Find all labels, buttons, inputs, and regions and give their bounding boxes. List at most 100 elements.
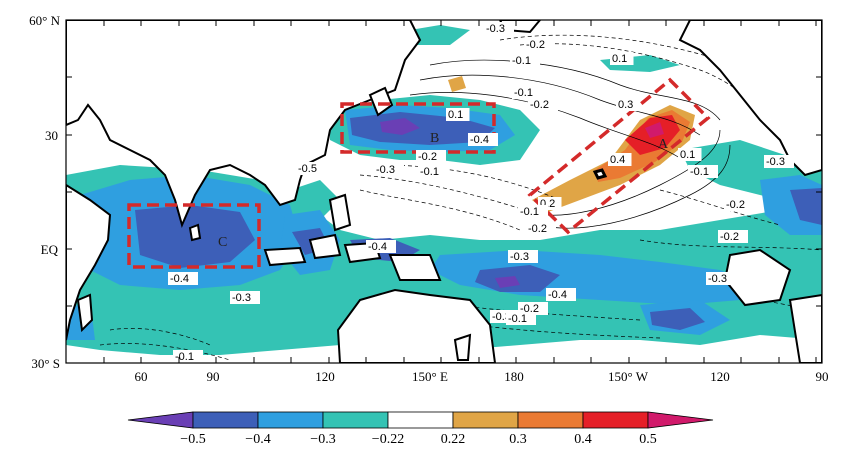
colorbar-swatch — [322, 411, 389, 429]
colorbar — [127, 411, 714, 429]
contour-label-background — [512, 86, 542, 99]
contour-label-background — [510, 54, 540, 67]
colorbar-swatch — [387, 411, 454, 429]
contour-label: -0.1 — [175, 351, 194, 363]
colorbar-label: −0.22 — [372, 432, 404, 447]
contour-label-background — [173, 350, 203, 363]
contour-label: 0.1 — [612, 53, 627, 65]
contour-label-background — [518, 205, 548, 218]
contour-label: -0.1 — [420, 166, 439, 178]
contour-label: -0.1 — [690, 166, 709, 178]
lat-labels: 60° N 30 EQ 30° S — [29, 13, 60, 371]
contour-label-background — [484, 22, 514, 35]
contour-labels: -0.3 -0.2 -0.1 0.1 -0.1 -0.2 0.1 0.3 0.4 0.1 -0.4 -… — [168, 22, 794, 363]
lon-label: 120 — [315, 369, 335, 384]
contour-label-background — [678, 148, 702, 161]
contour-label-background — [706, 272, 736, 285]
map-panel: A B C -0.3 -0.2 -0.1 0.1 -0.1 -0.2 0.1 0.3 0.4 0.… — [66, 20, 822, 363]
contour-label: -0.1 — [520, 206, 539, 218]
colorbar-swatch — [582, 411, 649, 429]
colorbar-swatch — [647, 411, 714, 429]
colorbar-label: 0.22 — [441, 432, 466, 447]
colorbar-swatch — [452, 411, 519, 429]
lon-label: 90 — [207, 369, 220, 384]
contour-label: -0.2 — [528, 223, 547, 235]
contour-label-background — [546, 288, 576, 301]
colorbar-labels: −0.5 −0.4 −0.3 −0.22 0.22 0.3 0.4 0.5 — [180, 432, 656, 447]
contour-label: -0.1 — [512, 55, 531, 67]
colorbar-label: −0.3 — [310, 432, 335, 447]
contour-label: -0.5 — [298, 163, 317, 175]
lon-label: 120 — [710, 369, 730, 384]
contour-label-background — [528, 98, 558, 111]
contour-label-background — [418, 165, 448, 178]
contour-label-background — [526, 222, 556, 235]
lat-label: 30 — [45, 128, 58, 143]
colorbar-label: 0.5 — [639, 432, 657, 447]
axis-ticks — [65, 19, 822, 364]
contour-label: 0.1 — [680, 149, 695, 161]
lon-label: 60 — [135, 369, 148, 384]
contour-label: -0.4 — [548, 289, 567, 301]
contour-label: -0.3 — [510, 251, 529, 263]
lon-label: 90 — [816, 369, 829, 384]
contour-label: 0.3 — [618, 99, 633, 111]
contour-label-background — [296, 162, 326, 175]
contour-label-background — [764, 155, 794, 168]
contour-label-background — [718, 230, 748, 243]
continents — [66, 20, 822, 363]
colorbar-swatch — [127, 411, 194, 429]
colorbar-label: 0.4 — [574, 432, 592, 447]
contour-label: -0.2 — [726, 199, 745, 211]
colorbar-label: 0.3 — [509, 432, 527, 447]
lat-label: EQ — [41, 242, 59, 257]
region-box-c — [127, 203, 261, 269]
lon-label: 180 — [504, 369, 524, 384]
contour-label-background — [468, 133, 498, 146]
contour-label-background — [616, 98, 640, 111]
contour-label-background — [416, 150, 446, 163]
region-label-a: A — [658, 137, 669, 152]
contour-label: 0.4 — [610, 154, 625, 166]
contour-label-background — [366, 240, 396, 253]
contour-label-background — [518, 302, 548, 315]
region-label-b: B — [430, 131, 439, 146]
contour-label-background — [230, 291, 260, 304]
contour-label: -0.2 — [526, 39, 545, 51]
contour-label: -0.2 — [720, 231, 739, 243]
contour-label: -0.4 — [470, 134, 489, 146]
contour-label: 0.1 — [448, 109, 463, 121]
region-label-c: C — [218, 235, 227, 250]
contour-label-background — [688, 165, 718, 178]
lon-label: 150° E — [412, 369, 448, 384]
contour-label: -0.2 — [418, 151, 437, 163]
colorbar-swatch — [257, 411, 324, 429]
colorbar-swatch — [192, 411, 259, 429]
lat-label: 60° N — [29, 13, 60, 28]
contour-label: -0.3 — [376, 164, 395, 176]
colorbar-swatch — [517, 411, 584, 429]
contour-label-background — [168, 272, 198, 285]
contour-label: -0.3 — [232, 292, 251, 304]
contour-label: -0.2 — [530, 99, 549, 111]
lon-labels: 60 90 120 150° E 180 150° W 120 90 — [135, 369, 829, 384]
contour-label: -0.4 — [170, 273, 189, 285]
contour-label-background — [506, 312, 536, 325]
colorbar-label: −0.5 — [180, 432, 205, 447]
contour-label-background — [374, 163, 404, 176]
contour-label-background — [446, 108, 470, 121]
contour-label-background — [608, 153, 632, 166]
region-box-a — [527, 77, 711, 235]
colorbar-label: −0.4 — [245, 432, 270, 447]
contour-label: -0.1 — [508, 313, 527, 325]
contour-label: -0.4 — [368, 241, 387, 253]
lon-label: 150° W — [608, 369, 649, 384]
contour-label: -0.3 — [708, 273, 727, 285]
contour-label: -0.3 — [766, 156, 785, 168]
contour-label-background — [508, 250, 538, 263]
lat-label: 30° S — [31, 356, 60, 371]
contour-label-background — [724, 198, 754, 211]
shading-purple — [380, 118, 520, 288]
contour-label-background — [524, 38, 554, 51]
